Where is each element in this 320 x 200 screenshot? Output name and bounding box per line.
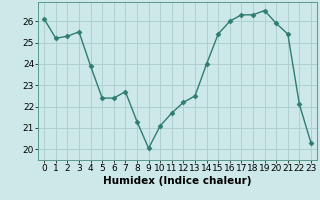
X-axis label: Humidex (Indice chaleur): Humidex (Indice chaleur) [103,176,252,186]
